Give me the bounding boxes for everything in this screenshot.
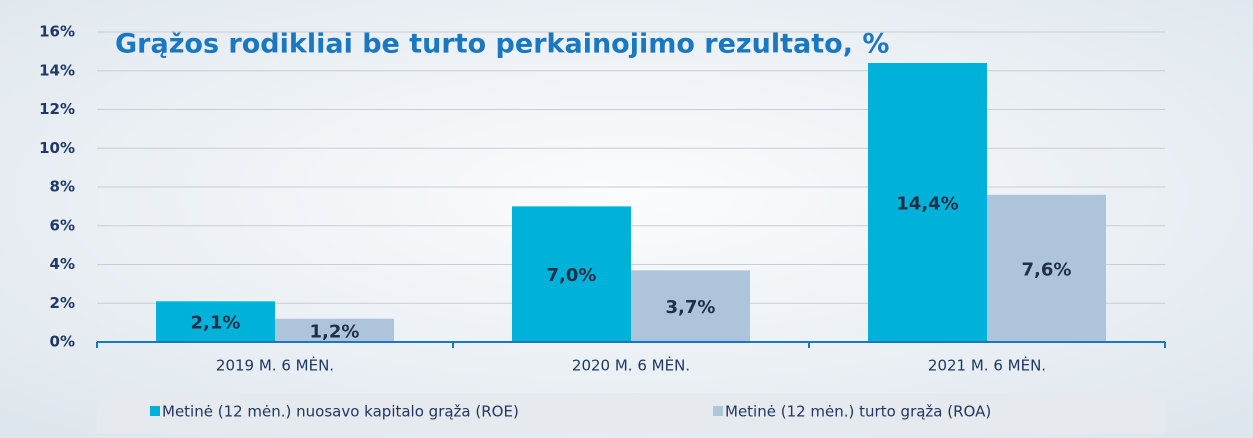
x-tick-label: 2021 M. 6 MĖN.: [928, 356, 1046, 375]
y-tick-label: 0%: [50, 333, 75, 351]
data-label: 1,2%: [310, 321, 360, 342]
y-tick-label: 2%: [50, 294, 75, 312]
data-label: 14,4%: [896, 194, 958, 215]
data-label: 7,6%: [1022, 259, 1072, 280]
bar: [512, 206, 631, 342]
bar: [156, 301, 275, 342]
data-label: 7,0%: [547, 265, 597, 286]
bar: [631, 270, 750, 342]
y-tick-label: 8%: [50, 178, 75, 196]
y-tick-label: 16%: [39, 23, 75, 41]
y-tick-label: 12%: [39, 100, 75, 118]
y-tick-label: 6%: [50, 216, 75, 234]
chart-title: Grąžos rodikliai be turto perkainojimo r…: [115, 29, 889, 60]
x-tick-label: 2019 M. 6 MĖN.: [216, 356, 334, 375]
bar: [987, 194, 1106, 342]
legend-swatch: [713, 406, 723, 416]
legend-box: [97, 393, 1165, 433]
y-tick-label: 14%: [39, 61, 75, 79]
data-label: 3,7%: [666, 297, 716, 318]
legend-label: Metinė (12 mėn.) turto grąža (ROA): [725, 403, 991, 421]
legend-label: Metinė (12 mėn.) nuosavo kapitalo grąža …: [162, 403, 519, 421]
data-label: 2,1%: [191, 313, 241, 334]
bar: [868, 63, 987, 342]
x-tick-label: 2020 M. 6 MĖN.: [572, 356, 690, 375]
y-tick-label: 4%: [50, 255, 75, 273]
bar: [275, 318, 394, 342]
legend-swatch: [150, 406, 160, 416]
y-tick-label: 10%: [39, 139, 75, 157]
